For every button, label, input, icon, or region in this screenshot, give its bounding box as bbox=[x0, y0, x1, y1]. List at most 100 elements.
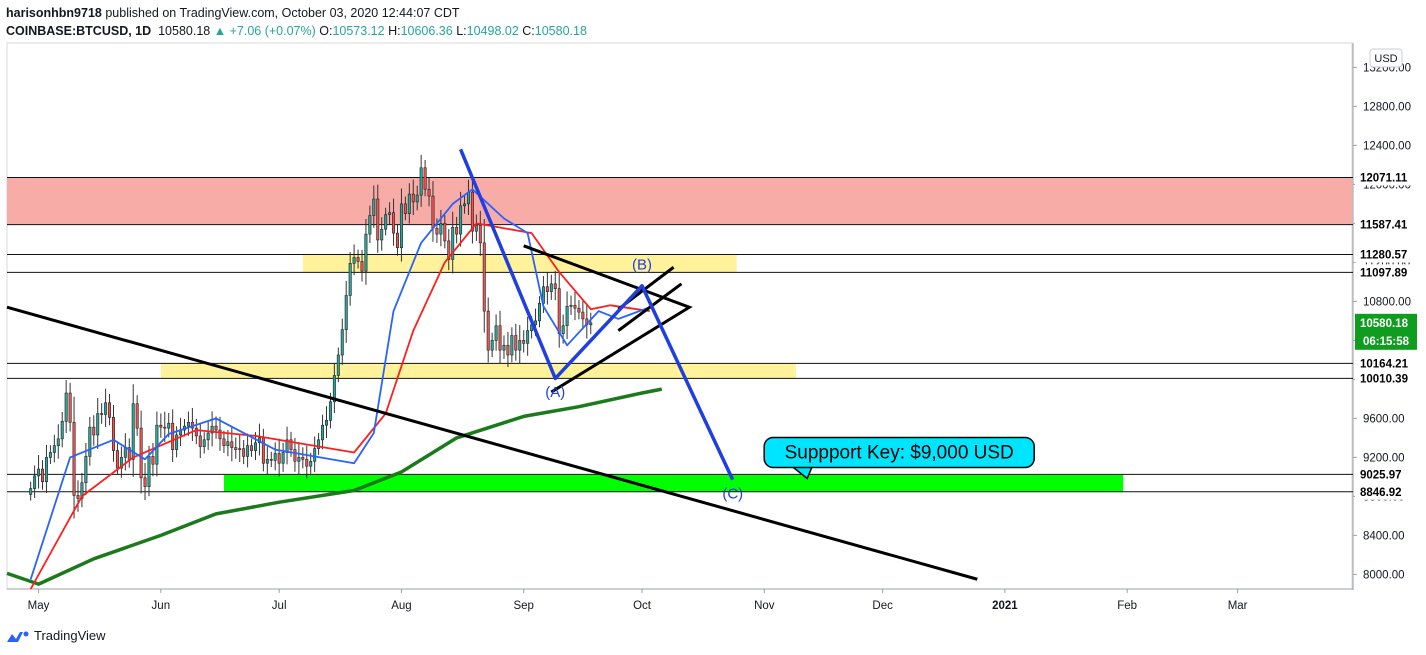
candle-body bbox=[206, 432, 210, 441]
price-line-label-bg bbox=[1355, 483, 1417, 500]
candle-body bbox=[313, 448, 317, 462]
y-tick-label: 12400.00 bbox=[1363, 140, 1411, 152]
descending-trendline bbox=[6, 305, 978, 581]
countdown-label: 06:15:58 bbox=[1363, 336, 1410, 348]
price-line-label: 11587.41 bbox=[1360, 220, 1408, 232]
candle-body bbox=[151, 456, 155, 465]
symbol-label[interactable]: COINBASE:BTCUSD, 1D bbox=[6, 24, 152, 38]
candle-body bbox=[60, 420, 64, 440]
candle-body bbox=[396, 232, 399, 249]
candle-body bbox=[451, 226, 455, 260]
candle-body bbox=[84, 456, 88, 484]
candle-body bbox=[368, 215, 372, 235]
candle-body bbox=[273, 453, 277, 461]
candle-body bbox=[526, 330, 530, 344]
x-tick-label: Feb bbox=[1117, 600, 1137, 612]
candle-body bbox=[289, 439, 293, 450]
candle-body bbox=[376, 198, 380, 241]
candle-body bbox=[246, 445, 250, 457]
x-tick-label: Oct bbox=[633, 600, 652, 612]
wave-label: (B) bbox=[632, 256, 652, 273]
candle-body bbox=[234, 447, 238, 450]
price-line-label-bg bbox=[1355, 264, 1417, 281]
candle-body bbox=[498, 325, 502, 351]
candle-body bbox=[92, 426, 96, 436]
candle-body bbox=[325, 420, 328, 426]
price-line-label: 8846.92 bbox=[1360, 487, 1402, 499]
candle-body bbox=[41, 468, 44, 483]
low-value: 10498.02 bbox=[466, 24, 519, 38]
abc-wave-path bbox=[458, 148, 735, 481]
y-tick-label: 12800.00 bbox=[1363, 101, 1411, 113]
candle-body bbox=[301, 457, 305, 460]
candle-body bbox=[265, 459, 269, 464]
candle-body bbox=[403, 203, 407, 214]
candle-body bbox=[238, 448, 242, 450]
candle-body bbox=[470, 191, 474, 232]
candle-body bbox=[443, 223, 447, 242]
candle-body bbox=[380, 228, 384, 241]
candle-body bbox=[254, 442, 257, 451]
footer-brand[interactable]: TradingView bbox=[6, 628, 106, 643]
author-name[interactable]: harisonhbn9718 bbox=[6, 6, 102, 20]
x-tick-label: 2021 bbox=[992, 600, 1018, 612]
candle-body bbox=[463, 203, 467, 207]
candle-body bbox=[104, 402, 108, 415]
candle-body bbox=[340, 329, 344, 356]
brand-name: TradingView bbox=[34, 628, 106, 643]
candle-body bbox=[317, 439, 321, 449]
candle-body bbox=[352, 257, 356, 264]
up-triangle-icon: ▲ bbox=[213, 24, 227, 38]
candle-body bbox=[56, 438, 60, 446]
candle-body bbox=[202, 439, 206, 447]
candle-body bbox=[581, 311, 585, 320]
y-tick-label: 9200.00 bbox=[1363, 452, 1405, 464]
wave-label: (C) bbox=[722, 485, 743, 502]
candle-body bbox=[522, 340, 526, 344]
candle-body bbox=[348, 263, 352, 296]
candle-body bbox=[537, 303, 541, 322]
price-change: +7.06 (+0.07%) bbox=[229, 24, 316, 38]
ema-fast-line bbox=[29, 188, 651, 580]
open-value: 10573.12 bbox=[332, 24, 385, 38]
price-line-label-bg bbox=[1355, 169, 1417, 186]
candle-body bbox=[29, 488, 33, 495]
price-line-label: 11280.57 bbox=[1360, 250, 1407, 262]
candle-body bbox=[230, 441, 234, 448]
candle-body bbox=[33, 475, 37, 489]
price-line-label-bg bbox=[1355, 216, 1417, 233]
candle-body bbox=[447, 240, 451, 260]
candle-body bbox=[360, 261, 364, 272]
candle-body bbox=[392, 212, 396, 234]
candle-body bbox=[482, 242, 486, 312]
candle-body bbox=[171, 422, 175, 450]
candle-body bbox=[455, 226, 459, 235]
candle-body bbox=[423, 167, 427, 190]
candle-body bbox=[159, 424, 163, 428]
current-price-badge bbox=[1355, 313, 1417, 350]
candle-body bbox=[577, 307, 581, 313]
candle-body bbox=[356, 257, 360, 262]
currency-box bbox=[1369, 48, 1403, 68]
candle-body bbox=[372, 198, 376, 216]
y-tick-label: 9600.00 bbox=[1363, 413, 1405, 425]
candle-body bbox=[112, 417, 115, 451]
candle-body bbox=[565, 305, 569, 327]
close-value: 10580.18 bbox=[534, 24, 587, 38]
candle-body bbox=[589, 322, 593, 326]
plot-area bbox=[6, 42, 1353, 590]
candle-body bbox=[167, 422, 171, 429]
candle-body bbox=[293, 449, 297, 462]
current-price-label: 10580.18 bbox=[1360, 318, 1409, 330]
candle-body bbox=[474, 225, 478, 232]
candle-body bbox=[100, 413, 104, 415]
high-value: 10606.36 bbox=[400, 24, 453, 38]
candle-body bbox=[399, 203, 403, 249]
candle-body bbox=[494, 325, 498, 341]
y-tick-label: 8000.00 bbox=[1363, 569, 1405, 581]
open-label: O: bbox=[319, 24, 333, 38]
candle-body bbox=[435, 227, 439, 235]
channel-lower-line bbox=[617, 282, 683, 332]
candle-body bbox=[344, 295, 348, 330]
